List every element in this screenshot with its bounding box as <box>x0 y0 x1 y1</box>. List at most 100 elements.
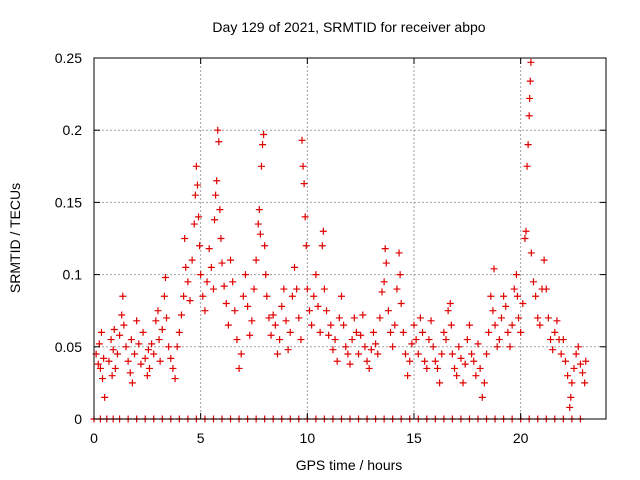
data-point <box>561 357 569 365</box>
data-point <box>169 364 177 372</box>
data-point <box>122 343 130 351</box>
data-point <box>448 350 456 358</box>
data-point <box>331 336 339 344</box>
data-point <box>195 213 203 221</box>
data-point <box>568 379 576 387</box>
data-point <box>143 372 151 380</box>
data-point <box>476 364 484 372</box>
data-point <box>308 321 316 329</box>
data-point <box>525 112 533 120</box>
data-point <box>154 307 162 315</box>
data-point <box>263 292 271 300</box>
data-point <box>384 307 392 315</box>
data-point <box>567 393 575 401</box>
data-point <box>337 292 345 300</box>
y-tick-label: 0.1 <box>63 267 83 283</box>
data-point <box>216 206 224 214</box>
data-point <box>133 317 141 325</box>
data-point <box>574 343 582 351</box>
data-point <box>451 364 459 372</box>
data-point <box>380 278 388 286</box>
data-point <box>515 314 523 322</box>
data-point <box>110 325 118 333</box>
data-point <box>350 314 358 322</box>
data-point <box>553 317 561 325</box>
data-point <box>127 336 135 344</box>
data-point <box>220 282 228 290</box>
data-point <box>408 340 416 348</box>
data-point <box>431 357 439 365</box>
data-point <box>298 136 306 144</box>
data-point <box>262 271 270 279</box>
data-point <box>182 263 190 271</box>
data-point <box>167 354 175 362</box>
data-point <box>199 292 207 300</box>
data-point <box>94 360 102 368</box>
data-point <box>570 364 578 372</box>
data-point <box>246 331 254 339</box>
data-point <box>559 336 567 344</box>
data-point <box>540 256 548 264</box>
data-point <box>155 336 163 344</box>
data-point <box>523 162 531 170</box>
data-point <box>483 350 491 358</box>
data-point <box>233 336 241 344</box>
data-point <box>506 343 514 351</box>
plot-frame <box>93 57 607 420</box>
data-point <box>257 162 265 170</box>
data-point <box>551 328 559 336</box>
data-point <box>108 372 116 380</box>
data-point <box>158 325 166 333</box>
data-point <box>239 292 247 300</box>
data-point <box>118 311 126 319</box>
data-point <box>438 350 446 358</box>
data-point <box>139 328 147 336</box>
data-point <box>303 285 311 293</box>
data-point <box>218 259 226 267</box>
data-point <box>502 302 510 310</box>
data-point <box>470 357 478 365</box>
data-point <box>429 343 437 351</box>
data-point <box>491 321 499 329</box>
y-tick-label: 0 <box>74 411 82 427</box>
data-point <box>171 375 179 383</box>
data-point <box>222 299 230 307</box>
data-point <box>288 292 296 300</box>
data-point <box>181 235 189 242</box>
data-point <box>463 336 471 344</box>
data-point <box>128 379 136 387</box>
data-point <box>529 278 537 286</box>
data-point <box>527 58 535 66</box>
data-point <box>156 357 164 365</box>
data-point <box>295 314 303 322</box>
data-point <box>177 311 185 319</box>
data-point <box>116 331 124 339</box>
data-point <box>582 357 590 365</box>
x-axis-ticks: 0 5 10 15 20 <box>90 58 529 446</box>
data-point <box>197 271 205 279</box>
data-point <box>500 292 508 300</box>
data-point <box>372 340 380 348</box>
data-point <box>211 216 219 224</box>
data-point <box>190 220 198 228</box>
data-point <box>389 343 397 351</box>
data-point <box>273 350 281 358</box>
data-point <box>478 393 486 401</box>
data-point <box>191 191 199 199</box>
data-point <box>265 314 273 322</box>
data-point <box>293 285 301 293</box>
data-point <box>367 346 375 354</box>
data-point <box>359 311 367 319</box>
data-point <box>254 220 262 228</box>
x-tick-label: 5 <box>197 430 205 446</box>
data-point <box>302 242 310 250</box>
data-point <box>224 321 232 329</box>
data-point <box>107 336 115 344</box>
data-point <box>378 288 386 296</box>
data-point <box>186 297 194 305</box>
data-point <box>472 372 480 380</box>
data-point <box>512 271 520 279</box>
data-point <box>406 357 414 365</box>
data-point <box>442 336 450 344</box>
data-point <box>369 328 377 336</box>
